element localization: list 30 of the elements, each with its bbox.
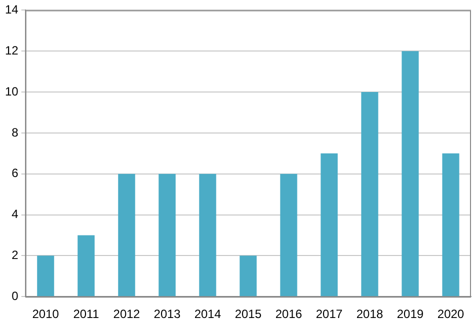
y-tick-label: 0 <box>12 288 19 303</box>
y-tick-label: 10 <box>4 84 19 98</box>
x-tick-label: 2013 <box>154 307 181 322</box>
bar <box>78 235 95 296</box>
x-tick-label: 2015 <box>234 307 262 322</box>
bar <box>320 153 338 296</box>
x-tick-label: 2011 <box>73 307 100 322</box>
y-tick-label: 8 <box>12 125 19 140</box>
x-tick-label: 2017 <box>316 307 343 322</box>
bar <box>402 51 419 296</box>
bar <box>158 174 176 296</box>
bar <box>118 174 136 296</box>
bar <box>199 174 216 296</box>
x-tick-label: 2016 <box>275 307 302 322</box>
x-tick-label: 2014 <box>194 307 222 322</box>
x-tick-label: 2010 <box>32 307 60 322</box>
x-tick-label: 2020 <box>437 307 464 322</box>
bar <box>442 153 460 296</box>
y-tick-label: 4 <box>12 207 19 222</box>
bar <box>240 256 257 296</box>
x-tick-label: 2012 <box>113 307 140 322</box>
y-tick-label: 12 <box>4 43 19 58</box>
y-tick-label: 6 <box>12 166 19 180</box>
y-tick-label: 2 <box>12 248 19 262</box>
y-tick-label: 14 <box>4 2 19 17</box>
x-tick-label: 2019 <box>396 307 424 322</box>
bar <box>361 92 378 296</box>
bar <box>280 174 298 296</box>
bar <box>37 256 54 296</box>
x-tick-label: 2018 <box>356 307 384 322</box>
